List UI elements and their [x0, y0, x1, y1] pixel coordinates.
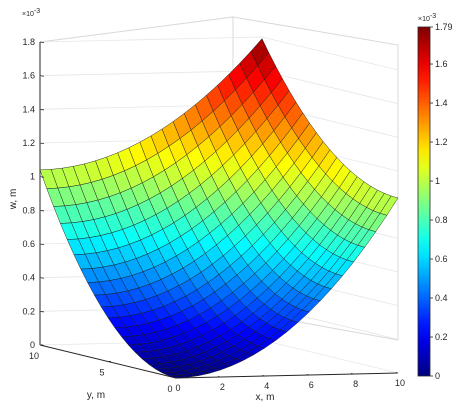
z-exponent-power: -3 — [34, 8, 40, 15]
z-tick-mark — [39, 209, 45, 212]
x-tick-mark — [262, 375, 265, 377]
z-tick-label: 1 — [30, 172, 35, 182]
svg-text:×10-3: ×10-3 — [418, 13, 436, 23]
z-axis-label: w, m — [8, 189, 19, 211]
z-tick-mark — [39, 108, 45, 111]
x-tick-mark — [351, 373, 354, 375]
x-tick-mark — [173, 377, 177, 379]
x-tick-mark — [306, 374, 310, 376]
x-tick-mark — [217, 376, 221, 378]
z-tick-mark — [39, 310, 45, 313]
z-tick-mark — [39, 243, 45, 245]
z-tick-label: 0.8 — [22, 205, 35, 215]
z-tick-mark — [39, 142, 45, 144]
y-tick-label: 5 — [99, 368, 104, 378]
colorbar-tick-label: 1 — [435, 176, 440, 186]
x-tick-label: 10 — [395, 378, 405, 388]
x-tick-label: 0 — [175, 383, 180, 393]
x-tick-label: 4 — [264, 381, 269, 391]
x-axis-ticks: 0 2 4 6 8 10 — [173, 372, 405, 393]
back-box-right — [232, 16, 399, 341]
z-tick-mark — [39, 41, 45, 43]
z-tick-label: 1.4 — [22, 104, 35, 114]
colorbar-exponent-power: -3 — [430, 13, 436, 20]
z-exponent-base: ×10 — [22, 11, 34, 18]
z-tick-label: 1.8 — [22, 37, 35, 47]
colorbar-tick-label: 0.4 — [435, 293, 448, 303]
y-axis-ticks: 0 5 10 — [29, 344, 180, 394]
y-axis-label: y, m — [87, 390, 105, 401]
y-tick-label: 10 — [29, 351, 39, 361]
grid-line-z — [39, 36, 399, 71]
x-tick-label: 6 — [309, 380, 314, 390]
x-axis-label: x, m — [256, 392, 275, 403]
colorbar-tick-label: 1.2 — [435, 137, 448, 147]
floor-edge-right — [175, 372, 399, 379]
z-tick-label: 1.6 — [22, 71, 35, 81]
z-tick-label: 0.2 — [22, 306, 35, 316]
x-tick-mark — [395, 372, 399, 374]
x-tick-label: 2 — [220, 382, 225, 392]
colorbar-ticks: 0 0.2 0.4 0.6 0.8 1 1.2 1.4 1.6 1.79 — [430, 22, 453, 381]
colorbar — [417, 26, 431, 377]
z-tick-mark — [39, 176, 45, 178]
colorbar-tick-label: 1.6 — [435, 59, 448, 69]
z-tick-label: 0 — [30, 340, 35, 350]
colorbar-tick-label: 1.4 — [435, 98, 448, 108]
colorbar-tick-label: 1.79 — [435, 22, 453, 32]
x-tick-label: 8 — [353, 379, 358, 389]
colorbar-exponent: ×10-3 — [418, 13, 436, 23]
colorbar-tick-label: 0.2 — [435, 332, 448, 342]
colorbar-tick-label: 0.6 — [435, 254, 448, 264]
svg-text:×10-3: ×10-3 — [22, 8, 40, 18]
y-tick-label: 0 — [167, 384, 172, 394]
colorbar-tick-label: 0.8 — [435, 215, 448, 225]
colorbar-tick-label: 0 — [435, 371, 440, 381]
z-tick-mark — [39, 277, 45, 279]
colorbar-exponent-base: ×10 — [418, 16, 430, 23]
surface-patch — [379, 195, 399, 216]
z-tick-label: 0.6 — [22, 239, 35, 249]
surface-mesh — [39, 38, 399, 379]
z-exponent: ×10-3 — [22, 8, 40, 18]
z-axis-ticks: 0 0.2 0.4 0.6 0.8 1 1.2 1.4 1.6 1.8 — [22, 37, 45, 350]
z-tick-mark — [39, 75, 45, 77]
z-tick-label: 1.2 — [22, 138, 35, 148]
z-tick-label: 0.4 — [22, 273, 35, 283]
